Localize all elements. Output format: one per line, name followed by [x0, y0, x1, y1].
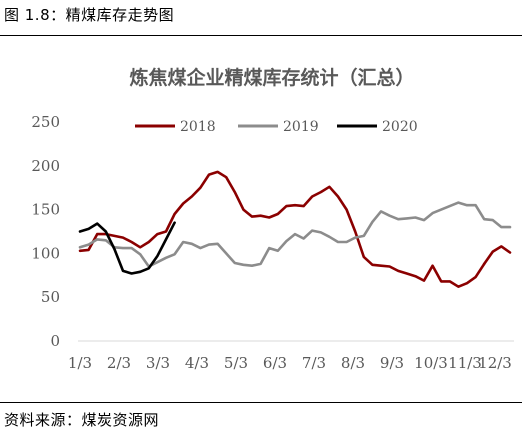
x-tick-label: 5/3 — [224, 354, 248, 372]
series-line-2018 — [482, 245, 512, 266]
y-tick-label: 200 — [31, 157, 60, 175]
x-tick-label: 10/3 — [414, 354, 448, 372]
legend-label-2018: 2018 — [180, 119, 216, 135]
x-tick-label: 9/3 — [380, 354, 404, 372]
legend-label-2020: 2020 — [382, 119, 418, 135]
chart-title: 炼焦煤企业精煤库存统计（汇总） — [129, 66, 414, 89]
source-note: 资料来源：煤炭资源网 — [4, 411, 160, 429]
x-tick-label: 2/3 — [107, 354, 131, 372]
x-tick-label: 1/3 — [68, 354, 92, 372]
x-tick-label: 3/3 — [146, 354, 170, 372]
bottom-rule — [0, 402, 522, 403]
y-tick-label: 0 — [50, 332, 60, 350]
series-layer — [78, 170, 512, 289]
y-tick-label: 150 — [31, 201, 60, 219]
x-tick-label: 6/3 — [263, 354, 287, 372]
x-tick-label: 8/3 — [341, 354, 365, 372]
series-line-2019 — [78, 201, 512, 268]
x-axis-ticks: 1/3 2/3 3/3 4/3 5/3 6/3 7/3 8/3 9/3 10/3 11/312/3 — [68, 354, 512, 372]
y-axis-ticks: 0 50 100 150 200 250 — [31, 113, 60, 350]
y-tick-label: 250 — [31, 113, 60, 131]
x-tick-label: 4/3 — [185, 354, 209, 372]
figure-caption: 图 1.8：精煤库存走势图 — [4, 6, 175, 24]
x-tick-label: 12/3 — [478, 354, 512, 372]
y-tick-label: 50 — [41, 288, 60, 306]
series-line-2020 — [78, 221, 176, 275]
x-tick-label: 11/3 — [448, 354, 482, 372]
legend-label-2019: 2019 — [283, 119, 319, 135]
x-tick-label: 7/3 — [302, 354, 326, 372]
series-line-2018 — [78, 170, 486, 289]
top-rule — [0, 35, 522, 36]
legend: 2018 2019 2020 — [135, 119, 418, 135]
y-tick-label: 100 — [31, 244, 60, 262]
